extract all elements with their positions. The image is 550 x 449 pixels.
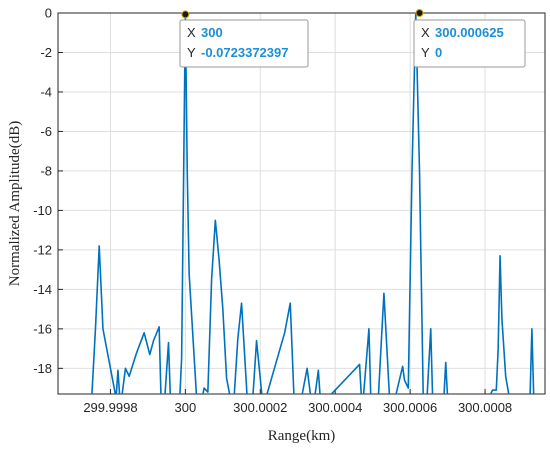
x-axis-label: Range(km) — [268, 428, 335, 444]
y-tick-label: -14 — [33, 282, 52, 297]
x-tick-label: 300.0004 — [308, 400, 362, 415]
x-ticks: 299.9998 300 300.0002 300.0004 300.0006 300.0… — [83, 389, 512, 415]
datatip-box — [179, 19, 309, 68]
y-tick-label: -12 — [33, 242, 52, 257]
datatip[interactable]: X 300.000625 Y 0 — [413, 9, 526, 68]
x-tick-label: 300.0002 — [233, 400, 287, 415]
y-axis-label: Normalized Amplitude(dB) — [7, 121, 23, 286]
y-tick-label: -6 — [40, 124, 52, 139]
datatip-x-key: X — [421, 25, 430, 40]
y-tick-label: -10 — [33, 203, 52, 218]
y-tick-label: -2 — [40, 45, 52, 60]
datatip-y-key: Y — [421, 45, 430, 60]
datatip-x-value: 300 — [201, 25, 223, 40]
datatip-y-key: Y — [187, 45, 196, 60]
plot-frame — [57, 12, 546, 395]
datatip-box — [413, 19, 526, 68]
datatip-y-value: 0 — [435, 45, 442, 60]
datatip[interactable]: X 300 Y -0.0723372397 — [179, 10, 309, 68]
y-ticks: 0 -2 -4 -6 -8 -10 -12 -14 -16 -18 — [33, 6, 63, 376]
x-tick-label: 300.0008 — [458, 400, 512, 415]
datatip-marker[interactable] — [181, 10, 190, 19]
datatip-y-value: -0.0723372397 — [201, 45, 288, 60]
datatip-x-value: 300.000625 — [435, 25, 504, 40]
y-tick-label: -8 — [40, 163, 52, 178]
datatip-x-key: X — [187, 25, 196, 40]
y-tick-label: -18 — [33, 361, 52, 376]
series-line — [91, 12, 535, 394]
y-tick-label: 0 — [45, 6, 52, 21]
x-tick-label: 300 — [175, 400, 197, 415]
y-tick-label: -16 — [33, 321, 52, 336]
x-tick-label: 300.0006 — [383, 400, 437, 415]
y-tick-label: -4 — [40, 84, 52, 99]
grid — [58, 12, 545, 394]
datatip-marker[interactable] — [415, 9, 424, 17]
x-tick-label: 299.9998 — [83, 400, 137, 415]
